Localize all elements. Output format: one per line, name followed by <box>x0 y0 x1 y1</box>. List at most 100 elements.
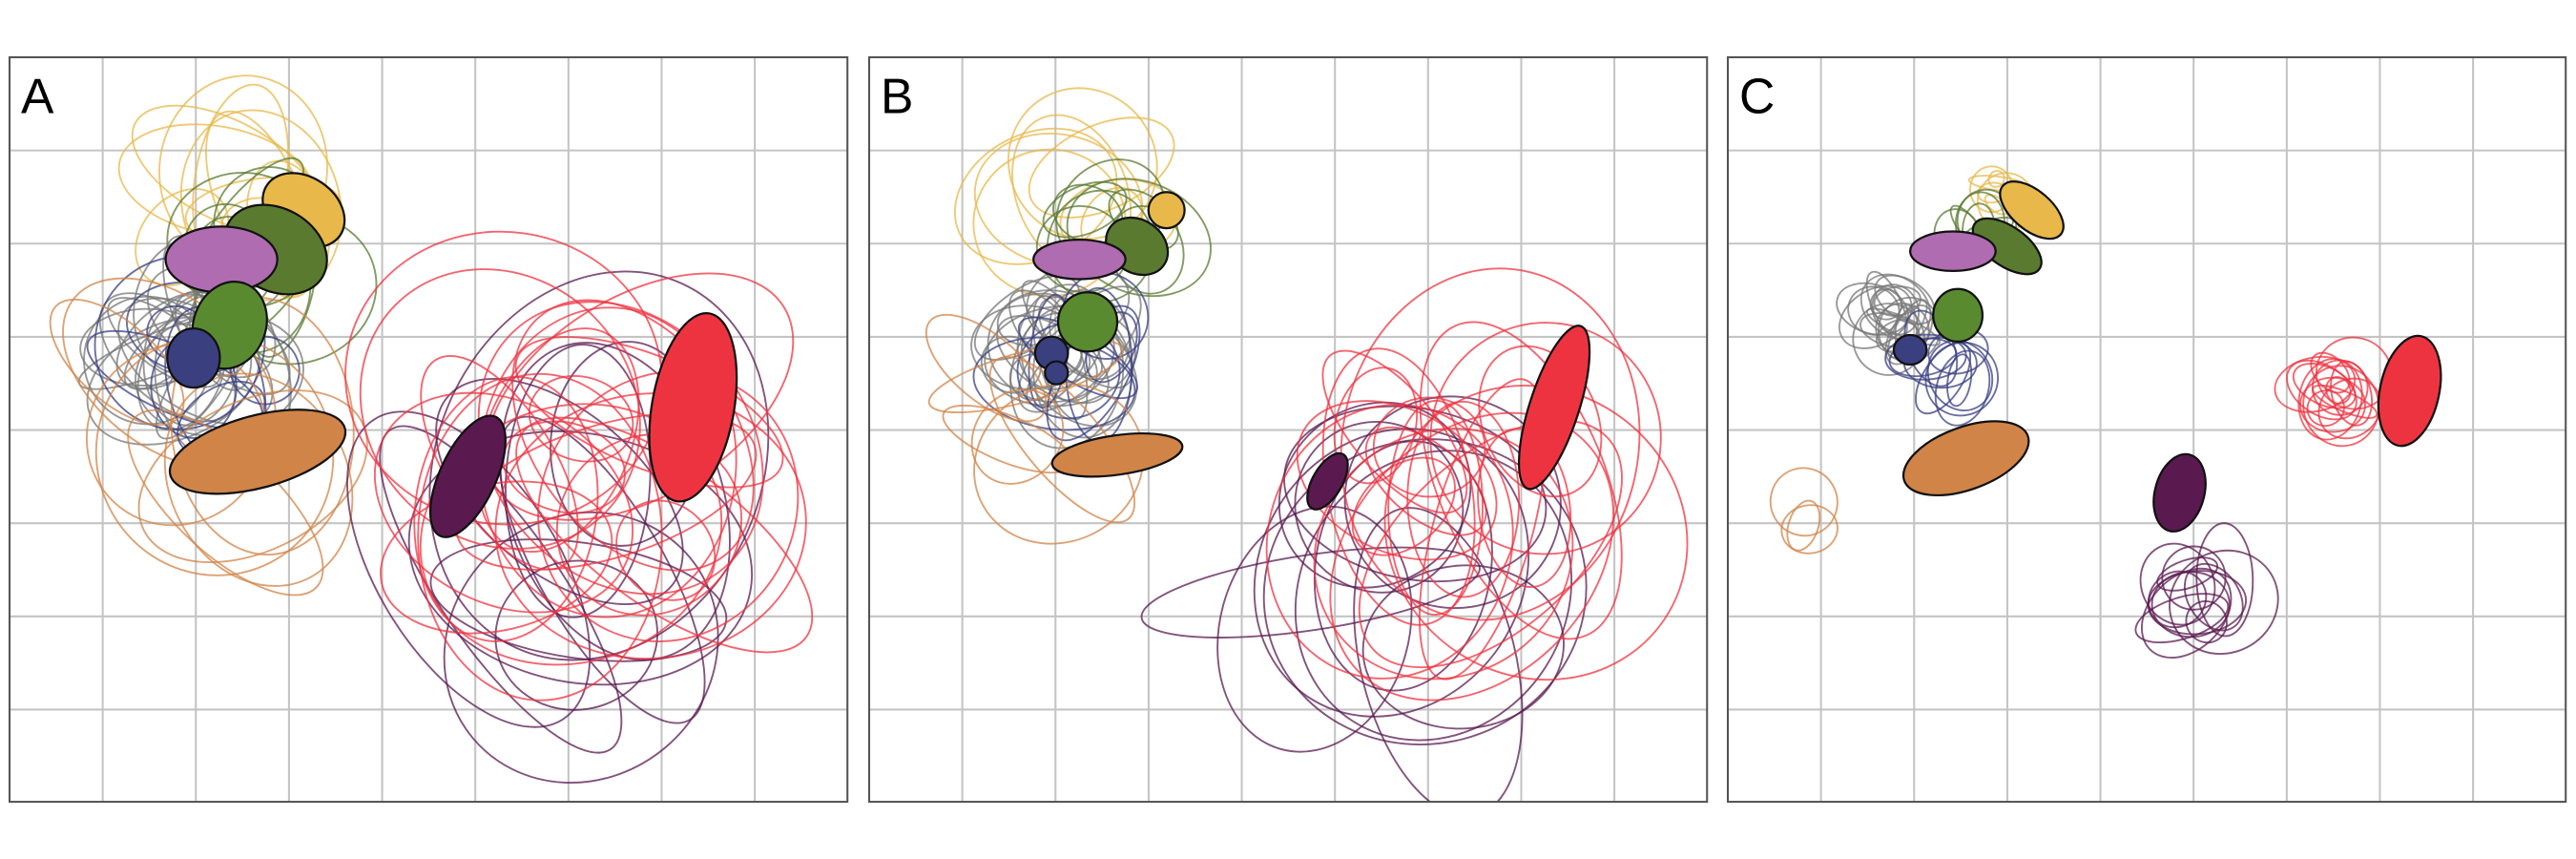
contour <box>1873 285 1922 317</box>
contour <box>1278 401 1472 589</box>
contour <box>2317 377 2382 440</box>
contour <box>94 333 335 576</box>
contour <box>1915 342 1972 415</box>
region <box>1044 360 1070 386</box>
panel: B <box>867 55 1709 804</box>
panel: C <box>1726 55 2567 804</box>
contour <box>615 499 717 601</box>
contour <box>1478 345 1603 498</box>
contour <box>1419 321 1623 640</box>
panel: A <box>8 55 849 804</box>
contour <box>970 388 1065 485</box>
contour <box>555 433 743 617</box>
contour <box>407 430 754 686</box>
region <box>1056 291 1119 353</box>
region <box>648 312 738 503</box>
contour <box>2195 522 2254 638</box>
contour <box>528 374 634 463</box>
region <box>1147 191 1186 230</box>
region <box>1901 420 2030 497</box>
panel-frame <box>8 55 849 804</box>
contour <box>2312 384 2379 419</box>
contour <box>494 392 807 660</box>
contour <box>2139 542 2216 626</box>
contour <box>987 289 1115 403</box>
contour <box>346 410 592 728</box>
contour <box>1429 322 1662 555</box>
contour <box>2330 360 2373 427</box>
contour <box>2148 570 2208 629</box>
contour <box>2286 359 2358 421</box>
contour <box>137 389 368 564</box>
region <box>1306 451 1349 511</box>
contour <box>1321 349 1468 514</box>
contour <box>1946 353 1973 408</box>
contour <box>494 559 658 711</box>
contour <box>417 372 663 702</box>
contour <box>1294 421 1465 594</box>
contour <box>419 403 723 666</box>
contour <box>2134 593 2230 644</box>
region <box>168 409 347 495</box>
contour <box>429 538 728 662</box>
contour <box>359 268 641 550</box>
region <box>2377 334 2442 448</box>
contour <box>1265 403 1514 680</box>
region <box>1909 230 1997 272</box>
contour <box>2156 556 2219 592</box>
contour <box>2185 600 2228 644</box>
contour <box>179 109 343 302</box>
panel-content <box>1728 57 2566 803</box>
panel-label: A <box>21 68 54 123</box>
contour <box>1066 178 1212 298</box>
region <box>1999 180 2065 241</box>
contour <box>1262 438 1588 745</box>
contour <box>1769 467 1839 537</box>
contour <box>1780 504 1839 555</box>
contour <box>1926 339 1994 411</box>
contour <box>980 335 1042 394</box>
panel-content <box>10 57 848 803</box>
contour <box>1296 400 1498 561</box>
contour <box>1140 546 1481 639</box>
panel-label: B <box>881 68 913 123</box>
contour <box>2183 562 2244 632</box>
panel-content <box>869 57 1708 803</box>
contour <box>1406 400 1521 598</box>
contour <box>1042 180 1128 239</box>
region <box>1932 287 1984 344</box>
contour <box>927 339 1125 414</box>
contour <box>2325 376 2352 405</box>
panel-frame <box>1726 55 2567 804</box>
region <box>2152 452 2207 533</box>
region <box>166 327 221 389</box>
contour <box>1372 396 1486 498</box>
contour <box>1333 367 1419 485</box>
contour <box>428 270 770 661</box>
region <box>1971 217 2043 276</box>
contour <box>2297 358 2363 441</box>
contour <box>2306 389 2345 428</box>
region <box>1892 333 1928 367</box>
contour <box>2140 567 2233 660</box>
contour <box>537 370 800 642</box>
contour <box>505 344 652 618</box>
contour <box>49 298 185 427</box>
region <box>428 414 507 538</box>
contour <box>924 313 1048 423</box>
contour <box>1987 170 2005 188</box>
contour <box>1351 456 1456 556</box>
contour <box>1329 411 1614 702</box>
contour <box>2274 355 2357 413</box>
contour <box>973 383 1145 545</box>
region <box>164 225 279 294</box>
contour <box>1387 399 1484 616</box>
contour <box>1924 341 1999 417</box>
contour <box>988 356 1136 524</box>
region <box>1032 239 1127 281</box>
region <box>1050 432 1184 478</box>
panel-label: C <box>1739 68 1775 123</box>
contour <box>1786 499 1821 552</box>
